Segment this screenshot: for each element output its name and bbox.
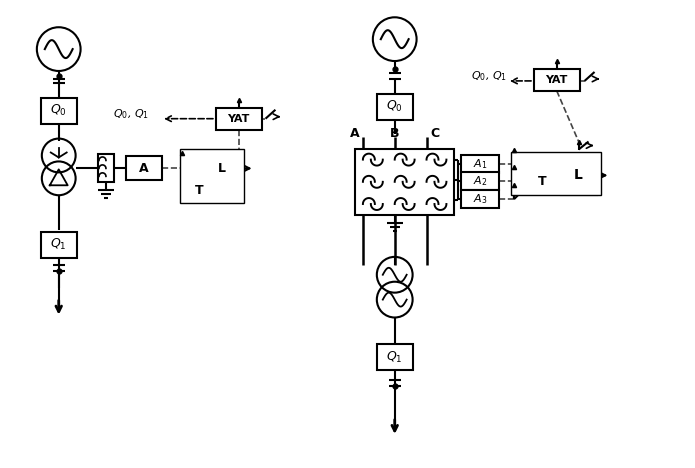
Bar	[526, 170, 558, 192]
Text: L: L	[218, 162, 226, 175]
Bar	[355, 148, 455, 215]
Text: $A_1$: $A_1$	[473, 158, 487, 171]
Text: $Q_1$: $Q_1$	[51, 237, 67, 252]
Bar	[377, 344, 413, 370]
Bar	[561, 155, 596, 195]
Bar	[511, 153, 601, 195]
Text: $Q_0$, $Q_1$: $Q_0$, $Q_1$	[471, 69, 507, 83]
Text: $Q_0$: $Q_0$	[50, 103, 67, 118]
Text: $A_2$: $A_2$	[473, 175, 487, 188]
Text: C: C	[430, 127, 439, 140]
Text: A: A	[350, 127, 360, 140]
Text: B: B	[390, 127, 400, 140]
Bar	[461, 172, 499, 190]
Text: $Q_0$: $Q_0$	[386, 99, 403, 114]
Bar	[534, 69, 580, 91]
Bar	[182, 179, 215, 201]
Text: YAT: YAT	[546, 75, 568, 85]
Bar	[99, 154, 115, 183]
Text: L: L	[574, 168, 583, 183]
Text: YAT: YAT	[227, 114, 250, 124]
Text: $Q_0$, $Q_1$: $Q_0$, $Q_1$	[113, 107, 149, 121]
Bar	[180, 148, 244, 203]
Bar	[204, 153, 240, 184]
Text: $Q_1$: $Q_1$	[386, 350, 403, 365]
Bar	[126, 156, 162, 180]
Bar	[461, 190, 499, 208]
Text: $A_3$: $A_3$	[473, 192, 487, 206]
Text: T: T	[537, 175, 546, 188]
Text: A: A	[140, 162, 149, 175]
Bar	[377, 94, 413, 120]
Bar	[461, 155, 499, 173]
Text: T: T	[195, 184, 203, 197]
Bar	[41, 98, 76, 124]
Bar	[41, 232, 76, 258]
Bar	[215, 108, 261, 130]
